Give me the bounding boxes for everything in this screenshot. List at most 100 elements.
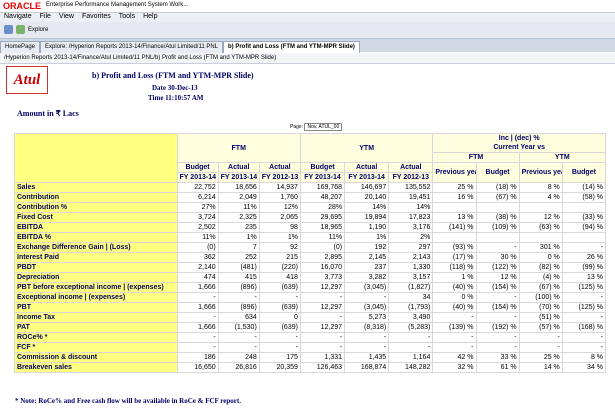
page-value[interactable]: Nov, ATUL_00 xyxy=(304,123,343,131)
cell: (0) xyxy=(299,242,346,253)
cell: 30 % xyxy=(475,252,520,263)
cell: - xyxy=(258,332,301,343)
cell: Breakeven sales xyxy=(14,362,178,373)
cell: PBT xyxy=(14,302,178,313)
cell: (17) % xyxy=(432,252,477,263)
cell: - xyxy=(258,292,301,303)
cell: 1,666 xyxy=(176,322,219,333)
cell: 13 % xyxy=(432,212,477,223)
icon[interactable] xyxy=(4,25,13,34)
cell: 34 xyxy=(388,292,434,303)
cell: (125) % xyxy=(561,282,607,293)
cell: 14,937 xyxy=(258,182,301,193)
cell: - xyxy=(217,332,260,343)
cell: (94) % xyxy=(561,222,607,233)
cell: (8,318) xyxy=(344,322,390,333)
data-row: Sales 22,752 18,656 14,937 169,768 146,697 135… xyxy=(14,182,607,193)
cell: (168) % xyxy=(561,322,607,333)
cell: 1,666 xyxy=(176,282,219,293)
toolbar: Explore xyxy=(0,22,615,39)
cell: 2,140 xyxy=(176,262,219,273)
cell: - xyxy=(432,332,477,343)
cell: 5,273 xyxy=(344,312,390,323)
cell: 27% xyxy=(176,202,219,213)
cell: (40) % xyxy=(432,302,477,313)
cell: 16,070 xyxy=(299,262,346,273)
cell: 6,214 xyxy=(176,192,219,203)
cell: 2% xyxy=(388,232,434,243)
cell xyxy=(432,202,477,213)
cell: - xyxy=(344,332,390,343)
cell: - xyxy=(176,342,219,353)
cell: 13 % xyxy=(561,272,607,283)
cell: Budget xyxy=(561,162,607,183)
cell: 126,463 xyxy=(299,362,346,373)
cell: 2,143 xyxy=(388,252,434,263)
cell: 4 % xyxy=(518,192,563,203)
logo: Atul xyxy=(6,66,48,94)
cell: Exceptional income | (expenses) xyxy=(14,292,178,303)
cell: Budget xyxy=(475,162,520,183)
cell: (109) % xyxy=(475,222,520,233)
cell xyxy=(561,202,607,213)
cell: YTM xyxy=(518,152,607,163)
cell: 14 % xyxy=(518,362,563,373)
cell: 7 xyxy=(217,242,260,253)
cell: (14) % xyxy=(561,182,607,193)
cell: - xyxy=(258,342,301,353)
cell: 1,190 xyxy=(344,222,390,233)
cell: (67) % xyxy=(475,192,520,203)
unit: Amount in ₹ Lacs xyxy=(17,109,79,118)
cell: Inc | (dec) % Current Year vs xyxy=(432,133,606,153)
explore-button[interactable]: Explore xyxy=(28,27,49,33)
cell: (18) % xyxy=(475,182,520,193)
cell: 8 % xyxy=(518,182,563,193)
cell: 16 % xyxy=(432,192,477,203)
cell: 98 xyxy=(258,222,301,233)
menu-bar: Navigate File View Favorites Tools Help xyxy=(0,13,615,22)
cell: 2,145 xyxy=(344,252,390,263)
icon[interactable] xyxy=(16,25,25,34)
cell: 48,207 xyxy=(299,192,346,203)
cell: 32 % xyxy=(432,362,477,373)
cell: Income Tax xyxy=(14,312,178,323)
cell: 3,490 xyxy=(388,312,434,323)
cell: (3,045) xyxy=(344,282,390,293)
menu-item[interactable]: Favorites xyxy=(81,13,111,20)
cell: Previous year xyxy=(518,162,563,183)
cell: Actual xyxy=(344,162,390,173)
data-row: EBITDA % 11% 1% 1% 11% 1% 2% xyxy=(14,232,607,243)
menu-item[interactable]: Help xyxy=(143,13,158,20)
menu-item[interactable]: Navigate xyxy=(4,13,32,20)
cell: Actual xyxy=(388,162,434,173)
cell: 29,695 xyxy=(299,212,346,223)
cell: (63) % xyxy=(518,222,563,233)
cell: (220) xyxy=(258,262,301,273)
cell: (122) % xyxy=(475,262,520,273)
cell: (154) % xyxy=(475,282,520,293)
cell: - xyxy=(475,242,520,253)
cell: 169,768 xyxy=(299,182,346,193)
page-selector[interactable]: Page: Nov, ATUL_00 xyxy=(290,123,343,131)
cell: (896) xyxy=(217,302,260,313)
data-row: Income Tax -634 0-5,273 3,490- - (51) % - xyxy=(14,312,607,323)
cell: 12% xyxy=(258,202,301,213)
data-row: FCF * - - - - - - - - - - xyxy=(14,342,607,353)
cell xyxy=(432,232,477,243)
cell: FY 2012-13 xyxy=(258,172,301,183)
cell: (192) % xyxy=(475,322,520,333)
menu-item[interactable]: Tools xyxy=(118,13,136,20)
data-row: Exceptional income | (expenses) - - - - -34 0 … xyxy=(14,292,607,303)
cell: PBT before exceptional income | (expense… xyxy=(14,282,178,293)
cell: (33) % xyxy=(561,212,607,223)
cell: 11% xyxy=(299,232,346,243)
cell: - xyxy=(475,312,520,323)
cell: (639) xyxy=(258,302,301,313)
cell: (481) xyxy=(217,262,260,273)
time: Time 11:10:57 AM xyxy=(148,94,204,102)
menu-item[interactable]: View xyxy=(58,13,74,20)
cell: (5,283) xyxy=(388,322,434,333)
cell: 19,451 xyxy=(388,192,434,203)
menu-item[interactable]: File xyxy=(39,13,51,20)
